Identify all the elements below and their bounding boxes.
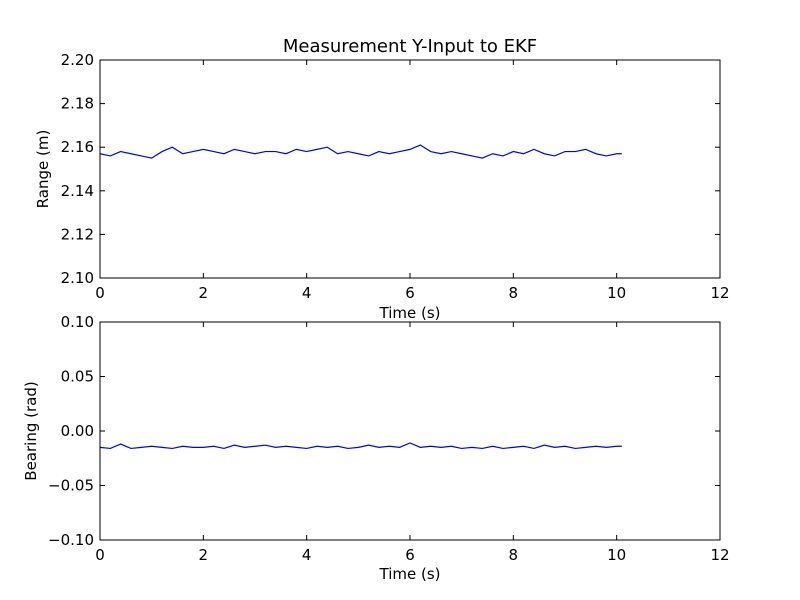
bearing-y-tick-label: −0.10 [48, 531, 94, 549]
range-x-tick-label: 8 [509, 284, 519, 302]
range-y-tick-label: 2.20 [61, 51, 94, 69]
bearing-x-tick-label: 10 [607, 546, 626, 564]
bearing-y-tick-label: 0.00 [61, 422, 94, 440]
bearing-plot-area [100, 322, 720, 540]
bearing-y-axis-label: Bearing (rad) [22, 381, 40, 480]
bearing-plot-frame [99, 321, 721, 541]
range-series-line [99, 144, 622, 159]
bearing-x-tick-labels: 0 2 4 6 8 10 12 [95, 546, 729, 564]
chart-title: Measurement Y-Input to EKF [283, 36, 537, 57]
range-x-tick-label: 6 [405, 284, 415, 302]
bearing-series-line [99, 442, 622, 450]
bearing-y-tick-label: 0.05 [61, 368, 94, 386]
range-subplot: Measurement Y-Input to EKF 0 2 4 6 8 10 12 2.1… [34, 36, 730, 322]
bearing-x-tick-label: 6 [405, 546, 415, 564]
range-y-tick-label: 2.12 [61, 225, 94, 243]
range-y-tick-label: 2.10 [61, 269, 94, 287]
range-y-axis-label: Range (m) [34, 130, 52, 209]
bearing-x-tick-label: 4 [302, 546, 312, 564]
bearing-y-tick-label: 0.10 [61, 313, 94, 331]
bearing-x-tick-label: 12 [710, 546, 729, 564]
range-x-tick-label: 4 [302, 284, 312, 302]
range-y-tick-label: 2.14 [61, 182, 94, 200]
range-x-tick-label: 12 [710, 284, 729, 302]
range-y-tick-label: 2.18 [61, 95, 94, 113]
bearing-subplot: 0 2 4 6 8 10 12 −0.10 −0.05 0.00 0.05 0.10 Time (s… [22, 313, 730, 583]
range-x-tick-labels: 0 2 4 6 8 10 12 [95, 284, 729, 302]
range-x-axis-label: Time (s) [379, 304, 441, 322]
bearing-x-tick-label: 2 [199, 546, 209, 564]
bearing-y-tick-labels: −0.10 −0.05 0.00 0.05 0.10 [48, 313, 94, 549]
range-x-tick-label: 10 [607, 284, 626, 302]
bearing-y-tick-label: −0.05 [48, 477, 94, 495]
range-y-tick-labels: 2.10 2.12 2.14 2.16 2.18 2.20 [61, 51, 94, 287]
range-x-tick-label: 2 [199, 284, 209, 302]
bearing-x-tick-label: 0 [95, 546, 105, 564]
range-plot-area [100, 60, 720, 278]
bearing-x-axis-label: Time (s) [379, 565, 441, 583]
bearing-x-tick-label: 8 [509, 546, 519, 564]
range-plot-frame [99, 59, 721, 279]
range-y-tick-label: 2.16 [61, 138, 94, 156]
range-x-tick-label: 0 [95, 284, 105, 302]
